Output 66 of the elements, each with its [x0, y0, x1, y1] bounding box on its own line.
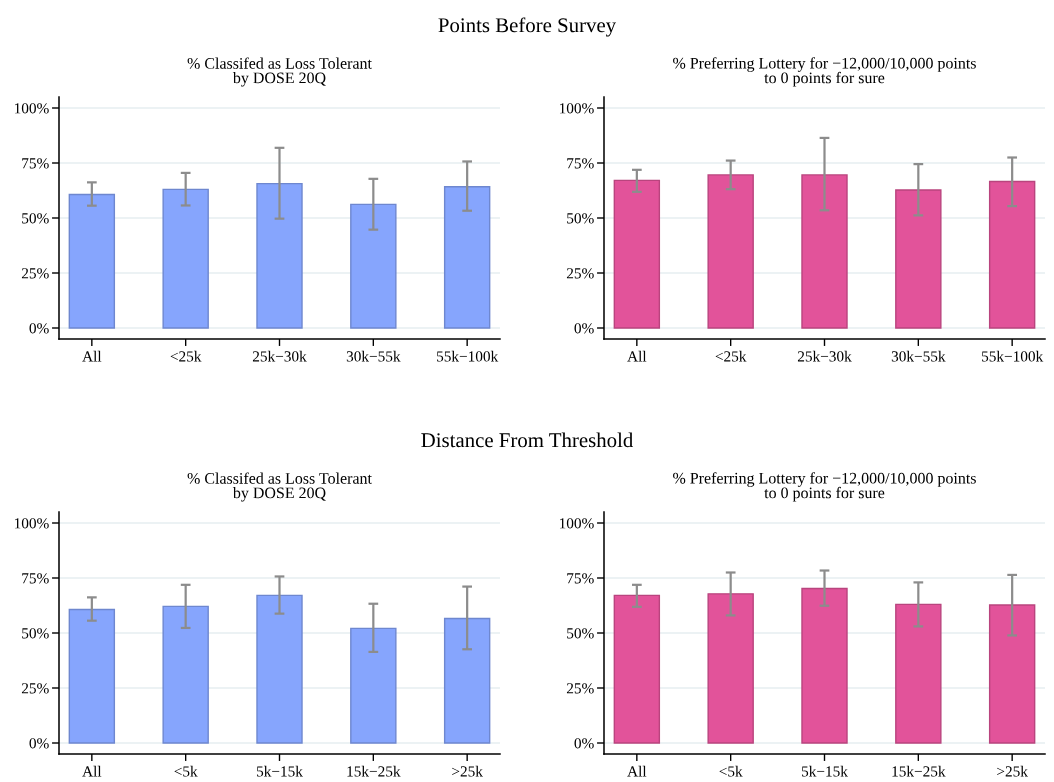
x-tick-label: 55k−100k	[982, 350, 1044, 362]
x-tick-label: 5k−15k	[256, 765, 303, 777]
x-tick-label: All	[627, 765, 647, 777]
y-tick-label: 0%	[574, 323, 594, 334]
y-tick-label: 75%	[567, 158, 594, 169]
x-tick-label: >25k	[997, 765, 1028, 777]
bar	[895, 603, 942, 744]
y-tick-label: 0%	[29, 323, 49, 334]
x-tick-label: 25k−30k	[797, 350, 852, 362]
y-tick-label: 25%	[566, 268, 594, 279]
bar	[613, 594, 661, 744]
x-tick-label: >25k	[452, 765, 483, 777]
x-tick-label: 15k−25k	[892, 765, 946, 777]
y-tick-label: 100%	[559, 518, 594, 529]
bar	[256, 182, 303, 329]
x-tick-label: 15k−25k	[347, 765, 401, 777]
x-tick-label: 5k−15k	[801, 765, 848, 777]
bar	[256, 594, 303, 744]
x-tick-label: 30k−55k	[346, 350, 401, 362]
bar	[350, 627, 397, 744]
y-tick-label: 50%	[22, 213, 49, 224]
y-tick-label: 75%	[22, 158, 49, 169]
y-tick-label: 50%	[567, 628, 594, 639]
bar	[350, 203, 397, 329]
bar	[443, 617, 491, 744]
bar	[988, 604, 1036, 744]
text: Distance From Threshold	[421, 432, 634, 448]
bar	[162, 605, 209, 744]
y-tick-label: 100%	[559, 103, 594, 114]
x-tick-label: All	[627, 350, 647, 362]
y-tick-label: 50%	[22, 628, 49, 639]
bar	[801, 587, 848, 744]
x-tick-label: 25k−30k	[252, 350, 307, 362]
bar	[895, 189, 942, 329]
bar	[707, 174, 754, 329]
y-tick-label: 0%	[29, 738, 49, 749]
x-tick-label: <5k	[174, 765, 198, 777]
y-tick-label: 0%	[574, 738, 594, 749]
chart-title: % Preferring Lottery for −12,000/10,000 points to 0 points for sure	[673, 472, 976, 502]
x-tick-label: <5k	[719, 765, 743, 777]
bar	[68, 193, 116, 329]
y-tick-label: 75%	[567, 573, 594, 584]
y-tick-label: 25%	[21, 268, 49, 279]
bar	[162, 188, 209, 329]
x-tick-label: All	[82, 765, 102, 777]
y-tick-label: 100%	[14, 518, 49, 529]
chart-title: % Classifed as Loss Tolerant by DOSE 20Q	[187, 472, 372, 502]
y-tick-label: 25%	[21, 683, 49, 694]
x-tick-label: 30k−55k	[891, 350, 946, 362]
y-tick-label: 25%	[566, 683, 594, 694]
text: Points Before Survey	[438, 17, 617, 37]
chart-title: % Classifed as Loss Tolerant by DOSE 20Q	[187, 57, 372, 87]
y-tick-label: 100%	[14, 103, 49, 114]
bar	[68, 608, 116, 744]
chart-title: % Preferring Lottery for −12,000/10,000 points to 0 points for sure	[673, 57, 976, 87]
bar	[988, 180, 1036, 329]
y-tick-label: 75%	[22, 573, 49, 584]
bar	[801, 174, 848, 329]
x-tick-label: 55k−100k	[437, 350, 499, 362]
x-tick-label: <25k	[170, 350, 202, 362]
x-tick-label: All	[82, 350, 102, 362]
bar	[443, 186, 491, 329]
bar	[613, 179, 661, 329]
y-tick-label: 50%	[567, 213, 594, 224]
x-tick-label: <25k	[715, 350, 747, 362]
bar	[707, 593, 754, 744]
